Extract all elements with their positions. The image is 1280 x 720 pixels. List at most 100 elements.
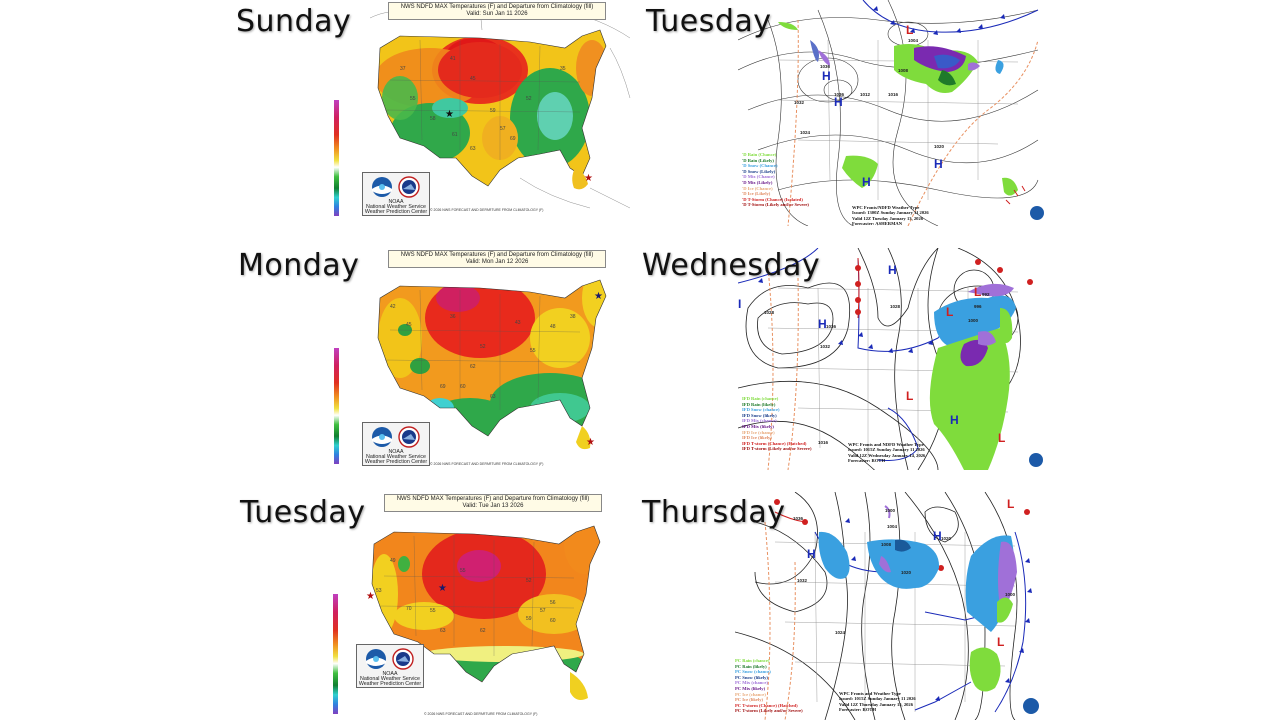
star-marker: ★ <box>584 173 593 184</box>
svg-text:L: L <box>997 635 1004 649</box>
svg-text:60: 60 <box>460 384 466 390</box>
svg-text:36: 36 <box>450 314 456 320</box>
high-pressure-marker: H <box>822 69 831 83</box>
svg-text:1000: 1000 <box>1005 592 1016 597</box>
noaa-logo-box: NOAA National Weather Service Weather Pr… <box>362 422 430 466</box>
svg-text:48: 48 <box>550 324 556 330</box>
day-label-wednesday: Wednesday <box>642 248 821 283</box>
map-footer: © 2026 NWS FORECAST AND DEPARTURE FROM C… <box>424 712 538 716</box>
weather-type-legend: PC Rain (chance) PC Rain (likely) PC Sno… <box>735 658 803 714</box>
svg-text:52: 52 <box>526 578 532 584</box>
svg-text:H: H <box>950 413 959 427</box>
svg-text:70: 70 <box>406 606 412 612</box>
svg-text:1036: 1036 <box>793 516 804 521</box>
surface-front-map: H H L L 1036 1032 1000 1004 1008 1020 1020 10… <box>735 492 1039 720</box>
svg-text:61: 61 <box>452 132 458 138</box>
svg-text:L: L <box>998 431 1005 445</box>
noaa-nws-logos <box>372 176 420 198</box>
star-marker: ★ <box>586 437 595 448</box>
svg-text:1016: 1016 <box>818 440 829 445</box>
temp-map-tuesday: NWS NDFD MAX Temperatures (F) and Depart… <box>330 492 642 720</box>
star-marker: ★ <box>445 109 454 120</box>
temperature-map: 49 53 55 70 63 57 59 60 56 55 62 52 <box>333 525 601 714</box>
weather-type-legend: IFD Rain (chance) IFD Rain (likely) IFD … <box>742 396 812 452</box>
svg-text:1036: 1036 <box>826 324 837 329</box>
temp-map-monday: NWS NDFD MAX Temperatures (F) and Depart… <box>330 248 642 470</box>
day-label-sunday: Sunday <box>236 4 352 39</box>
map-footer: © 2026 NWS FORECAST AND DEPARTURE FROM C… <box>430 462 544 466</box>
map-valid-date: Valid: Tue Jan 13 2026 <box>462 503 524 509</box>
svg-text:H: H <box>818 317 827 331</box>
noaa-nws-logos <box>366 648 414 670</box>
low-pressure-marker: L <box>906 23 913 37</box>
svg-text:H: H <box>862 175 871 189</box>
svg-text:1008: 1008 <box>881 542 892 547</box>
svg-text:60: 60 <box>550 618 556 624</box>
svg-text:I: I <box>738 297 741 311</box>
svg-text:1028: 1028 <box>764 310 775 315</box>
svg-text:63: 63 <box>440 628 446 634</box>
day-label-tuesday-wx: Tuesday <box>646 4 772 39</box>
map-title: NWS NDFD MAX Temperatures (F) and Depart… <box>388 2 606 20</box>
svg-text:63: 63 <box>470 146 476 152</box>
svg-text:45: 45 <box>406 322 412 328</box>
svg-text:62: 62 <box>480 628 486 634</box>
svg-text:1028: 1028 <box>890 304 901 309</box>
svg-text:1024: 1024 <box>835 630 846 635</box>
forecast-info: WPC Fronts and Weather Type Issued: 1015… <box>839 691 916 712</box>
weather-type-legend: 'D Rain (Chance) 'D Rain (Likely) 'D Sno… <box>742 152 809 208</box>
svg-text:62: 62 <box>470 364 476 370</box>
svg-text:1000: 1000 <box>968 318 979 323</box>
svg-text:1036: 1036 <box>834 92 845 97</box>
svg-text:H: H <box>933 529 942 543</box>
forecast-info: WPC Fronts/NDFD Weather Type Issued: 130… <box>852 205 929 226</box>
svg-text:53: 53 <box>376 588 382 594</box>
svg-text:43: 43 <box>515 320 521 326</box>
svg-text:1020: 1020 <box>934 144 945 149</box>
noaa-badge-icon <box>1030 206 1044 220</box>
svg-text:49: 49 <box>390 558 396 564</box>
svg-text:57: 57 <box>500 126 506 132</box>
svg-text:55: 55 <box>460 568 466 574</box>
map-title-line1: NWS NDFD MAX Temperatures (F) and Depart… <box>396 496 590 502</box>
svg-text:1024: 1024 <box>800 130 811 135</box>
noaa-logo-box: NOAA National Weather Service Weather Pr… <box>356 644 424 688</box>
map-title-line1: NWS NDFD MAX Temperatures (F) and Depart… <box>400 252 594 258</box>
svg-text:52: 52 <box>526 96 532 102</box>
temperature-map: 42 45 48 52 60 63 69 62 55 38 36 43 <box>334 279 607 464</box>
svg-text:45: 45 <box>470 76 476 82</box>
wx-map-tuesday: H H H H L 1036 1036 1032 1024 1008 1016 1012… <box>738 0 1046 226</box>
high-pressure-marker: H <box>888 263 897 277</box>
map-title-line1: NWS NDFD MAX Temperatures (F) and Depart… <box>400 4 594 10</box>
svg-text:996: 996 <box>974 304 982 309</box>
wx-map-thursday: H H L L 1036 1032 1000 1004 1008 1020 1020 10… <box>735 492 1041 720</box>
low-pressure-marker: L <box>1007 497 1014 511</box>
noaa-logo-box: NOAA National Weather Service Weather Pr… <box>362 172 430 216</box>
svg-text:1036: 1036 <box>820 64 831 69</box>
svg-text:37: 37 <box>400 66 406 72</box>
star-marker: ★ <box>594 291 603 302</box>
temp-value: 41 <box>450 56 456 62</box>
svg-text:58: 58 <box>430 116 436 122</box>
high-pressure-marker: H <box>807 547 816 561</box>
svg-text:52: 52 <box>480 344 486 350</box>
day-label-monday: Monday <box>238 248 360 283</box>
svg-text:1012: 1012 <box>860 92 871 97</box>
map-title: NWS NDFD MAX Temperatures (F) and Depart… <box>388 250 606 268</box>
svg-text:55: 55 <box>410 96 416 102</box>
low-pressure-marker: L <box>974 285 981 299</box>
svg-text:L: L <box>906 389 913 403</box>
wx-map-wednesday: H H H I L L L L 1028 1036 1032 1028 1000 996… <box>738 248 1046 470</box>
svg-text:1020: 1020 <box>941 536 952 541</box>
svg-text:55: 55 <box>430 608 436 614</box>
svg-text:59: 59 <box>490 108 496 114</box>
star-marker: ★ <box>366 591 375 602</box>
svg-text:1032: 1032 <box>797 578 808 583</box>
temperature-map: 41 45 59 69 58 55 52 63 61 37 35 57 <box>334 7 631 216</box>
map-valid-date: Valid: Mon Jan 12 2026 <box>465 259 529 265</box>
svg-text:1020: 1020 <box>901 570 912 575</box>
svg-text:1004: 1004 <box>887 524 898 529</box>
svg-text:1016: 1016 <box>888 92 899 97</box>
svg-text:35: 35 <box>560 66 566 72</box>
svg-text:H: H <box>834 95 843 109</box>
